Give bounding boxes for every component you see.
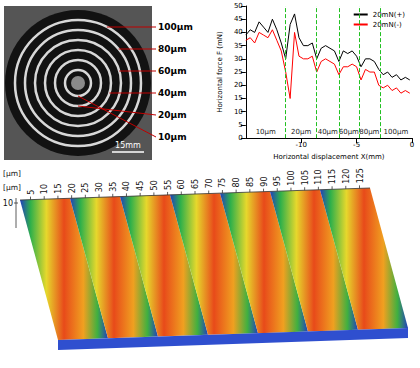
svg-text:80μm: 80μm bbox=[158, 44, 187, 54]
svg-text:40μm: 40μm bbox=[158, 88, 187, 98]
svg-text:120: 120 bbox=[342, 169, 351, 184]
svg-text:20: 20 bbox=[234, 81, 243, 89]
svg-text:10: 10 bbox=[234, 108, 243, 116]
svg-text:25: 25 bbox=[234, 68, 243, 76]
svg-text:15: 15 bbox=[234, 94, 243, 102]
svg-text:70: 70 bbox=[205, 178, 214, 188]
svg-text:35: 35 bbox=[109, 182, 118, 192]
svg-text:15: 15 bbox=[54, 184, 63, 194]
svg-text:[μm]: [μm] bbox=[3, 183, 21, 192]
svg-text:25: 25 bbox=[81, 183, 90, 193]
svg-text:10μm: 10μm bbox=[158, 132, 187, 142]
svg-text:90: 90 bbox=[260, 176, 269, 186]
svg-text:-10: -10 bbox=[295, 141, 306, 149]
svg-text:100μm: 100μm bbox=[158, 22, 193, 32]
svg-text:30: 30 bbox=[234, 55, 243, 63]
svg-text:20μm: 20μm bbox=[291, 128, 311, 136]
svg-text:40: 40 bbox=[234, 28, 243, 36]
svg-text:95: 95 bbox=[273, 176, 282, 186]
svg-text:30: 30 bbox=[95, 182, 104, 192]
svg-text:35: 35 bbox=[234, 42, 243, 50]
svg-text:105: 105 bbox=[301, 170, 310, 185]
svg-text:125: 125 bbox=[356, 168, 365, 183]
svg-text:Horizontal force F (mN): Horizontal force F (mN) bbox=[216, 31, 224, 113]
svg-text:20mN(-): 20mN(-) bbox=[373, 21, 402, 29]
svg-text:60: 60 bbox=[177, 179, 186, 189]
svg-text:80: 80 bbox=[232, 177, 241, 187]
svg-text:60μm: 60μm bbox=[158, 66, 187, 76]
svg-text:[μm]: [μm] bbox=[3, 169, 21, 178]
svg-text:110: 110 bbox=[314, 169, 323, 184]
svg-text:50: 50 bbox=[150, 180, 159, 190]
svg-text:0: 0 bbox=[410, 141, 414, 149]
svg-text:-5: -5 bbox=[353, 141, 360, 149]
svg-text:55: 55 bbox=[164, 180, 173, 190]
svg-text:60μm: 60μm bbox=[339, 128, 359, 136]
svg-text:100μm: 100μm bbox=[384, 128, 409, 136]
svg-text:85: 85 bbox=[246, 177, 255, 187]
svg-text:45: 45 bbox=[136, 181, 145, 191]
svg-text:20μm: 20μm bbox=[158, 110, 187, 120]
svg-text:10: 10 bbox=[3, 199, 13, 208]
svg-text:5: 5 bbox=[238, 121, 242, 129]
svg-text:Horizontal displacement X(mm): Horizontal displacement X(mm) bbox=[273, 153, 385, 161]
svg-text:20: 20 bbox=[68, 183, 77, 193]
svg-text:45: 45 bbox=[234, 15, 243, 23]
svg-text:40: 40 bbox=[122, 181, 131, 191]
svg-text:10μm: 10μm bbox=[256, 128, 276, 136]
svg-text:115: 115 bbox=[328, 169, 337, 184]
svg-text:50: 50 bbox=[234, 2, 243, 10]
svg-text:20mN(+): 20mN(+) bbox=[373, 11, 406, 19]
svg-text:100: 100 bbox=[287, 170, 296, 185]
svg-text:5: 5 bbox=[27, 190, 36, 195]
svg-text:40μm: 40μm bbox=[318, 128, 338, 136]
svg-text:15mm: 15mm bbox=[115, 141, 141, 150]
svg-text:0: 0 bbox=[238, 134, 242, 142]
svg-text:65: 65 bbox=[191, 179, 200, 189]
svg-text:10: 10 bbox=[40, 184, 49, 194]
svg-text:80μm: 80μm bbox=[359, 128, 379, 136]
svg-text:75: 75 bbox=[218, 178, 227, 188]
